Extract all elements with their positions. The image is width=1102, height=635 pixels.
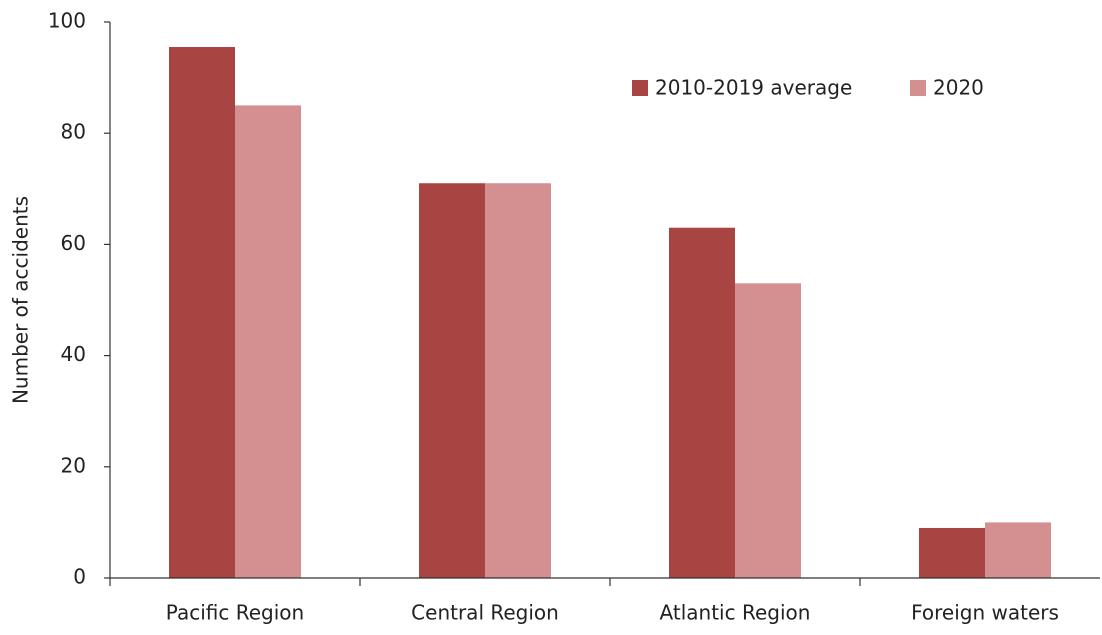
legend-label: 2010-2019 average xyxy=(655,76,852,100)
x-tick-label: Pacific Region xyxy=(166,601,304,625)
y-tick-label: 80 xyxy=(61,120,86,144)
y-tick-label: 60 xyxy=(61,231,86,255)
x-tick-label: Foreign waters xyxy=(911,601,1059,625)
y-tick-label: 100 xyxy=(48,9,86,33)
x-tick-label: Atlantic Region xyxy=(660,601,811,625)
bar xyxy=(169,47,235,578)
bar xyxy=(235,105,301,579)
bar xyxy=(669,227,735,578)
x-tick-label: Central Region xyxy=(411,601,559,625)
bar xyxy=(419,183,485,579)
y-axis-label: Number of accidents xyxy=(9,196,33,404)
bar xyxy=(985,522,1051,578)
y-tick-label: 20 xyxy=(61,453,86,477)
bar xyxy=(485,183,551,579)
y-tick-label: 0 xyxy=(73,565,86,589)
bar xyxy=(735,283,801,578)
legend-swatch xyxy=(632,80,648,96)
bar xyxy=(919,527,985,578)
legend-label: 2020 xyxy=(933,76,984,100)
y-tick-label: 40 xyxy=(61,342,86,366)
legend-swatch xyxy=(910,80,926,96)
